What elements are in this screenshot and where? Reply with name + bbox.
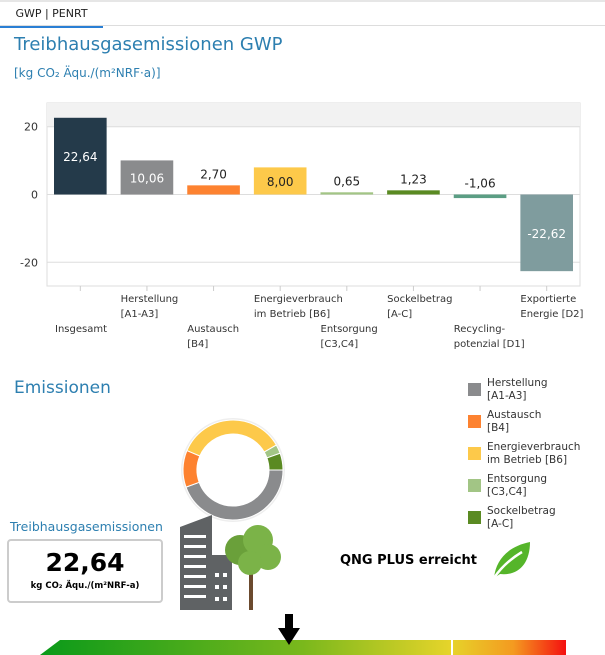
donut-slice [266, 452, 284, 471]
donut-outline [181, 418, 285, 522]
y-tick-label: -20 [20, 256, 38, 269]
unit-label: [kg CO₂ Äqu./(m²NRF·a)] [14, 66, 161, 80]
data-label: -1,06 [465, 177, 496, 191]
legend-swatch [468, 383, 481, 396]
legend-swatch [468, 447, 481, 460]
legend-label: Herstellung [A1-A3] [487, 377, 548, 402]
donut-slice [185, 469, 284, 521]
x-tick-label: Exportierte [520, 294, 576, 305]
x-tick-label: Austausch [187, 324, 239, 335]
legend-swatch [468, 479, 481, 492]
y-tick-label: 0 [31, 189, 38, 202]
bar [320, 192, 374, 195]
legend-label: Austausch [B4] [487, 409, 542, 434]
y-tick-label: 20 [24, 121, 38, 134]
legend-swatch [468, 511, 481, 524]
data-label: 2,70 [200, 167, 227, 181]
legend-item: Energieverbrauch im Betrieb [B6] [468, 441, 580, 467]
data-label: -22,62 [527, 227, 566, 241]
x-tick-label: Energieverbrauch [254, 294, 343, 305]
x-tick-label: Energie [D2] [520, 309, 583, 320]
donut-slice [182, 449, 201, 488]
bar [387, 190, 440, 195]
bar [54, 117, 107, 195]
x-tick-label: potenzial [D1] [454, 339, 525, 350]
legend-item: Entsorgung [C3,C4] [468, 473, 580, 499]
x-tick-label: Herstellung [121, 294, 179, 305]
tab-bar: GWP | PENRT [0, 0, 605, 28]
x-tick-label: Sockelbetrag [387, 294, 452, 305]
legend-label: Energieverbrauch im Betrieb [B6] [487, 441, 581, 466]
x-tick-label: im Betrieb [B6] [254, 309, 330, 320]
page-title: Treibhausgasemissionen GWP [14, 34, 283, 55]
bar-chart: 20 0 -20 22,64 Insgesamt 10,06 Herstellung [A1-… [20, 102, 584, 350]
legend-item: Sockelbetrag [A-C] [468, 505, 580, 531]
legend-label: Entsorgung [C3,C4] [487, 473, 548, 498]
x-tick-label: [C3,C4] [321, 339, 359, 350]
bar [187, 185, 240, 195]
arrow-down-icon [278, 614, 300, 645]
data-label: 1,23 [400, 172, 427, 186]
building-tree-icon [180, 515, 281, 610]
band [47, 103, 580, 127]
bar [520, 194, 573, 272]
data-label: 0,65 [333, 174, 360, 188]
kpi-box: 22,64 kg CO₂ Äqu./(m²NRF-a) [7, 539, 163, 603]
legend-swatch [468, 415, 481, 428]
kpi-value: 22,64 [45, 548, 125, 577]
kpi-label: Treibhausgasemissionen [10, 519, 163, 534]
donut-slice [186, 419, 278, 457]
bar [453, 194, 507, 199]
x-tick-label: [A1-A3] [121, 309, 159, 320]
qng-status: QNG PLUS erreicht [340, 553, 478, 568]
bar [120, 160, 174, 195]
legend-label: Sockelbetrag [A-C] [487, 505, 556, 530]
legend-item: Austausch [B4] [468, 409, 580, 435]
x-tick-label: Insgesamt [55, 324, 107, 335]
donut-chart [181, 418, 285, 522]
data-label: 22,64 [63, 150, 97, 164]
x-tick-label: Entsorgung [321, 324, 378, 335]
emissions-heading: Emissionen [14, 378, 111, 398]
x-tick-label: [A-C] [387, 309, 412, 320]
kpi-unit: kg CO₂ Äqu./(m²NRF-a) [30, 581, 140, 591]
legend-item: Herstellung [A1-A3] [468, 377, 580, 403]
data-label: 8,00 [267, 175, 294, 189]
bar [253, 167, 307, 195]
x-tick-label: [B4] [187, 339, 208, 350]
rating-scale [40, 614, 566, 655]
leaf-icon [492, 542, 530, 579]
tab-gwp-penrt[interactable]: GWP | PENRT [0, 4, 103, 28]
donut-legend: Herstellung [A1-A3] Austausch [B4] Energieve… [468, 377, 580, 537]
data-label: 10,06 [130, 171, 164, 185]
x-tick-label: Recycling- [454, 324, 506, 335]
